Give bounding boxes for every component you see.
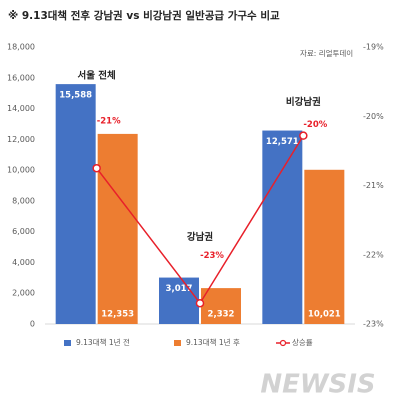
- y-tick-label: 12,000: [7, 135, 35, 144]
- y-tick-label: 4,000: [12, 258, 35, 267]
- y2-tick-label: -22%: [363, 250, 384, 259]
- y2-tick-label: -20%: [363, 112, 384, 121]
- bar: [97, 133, 138, 324]
- legend-swatch: [174, 340, 181, 346]
- y-tick-label: 14,000: [7, 104, 35, 113]
- legend-label: 상승률: [292, 337, 313, 347]
- bar-value-label: 2,332: [208, 310, 235, 320]
- y-tick-label: 8,000: [12, 196, 35, 205]
- y-tick-label: 18,000: [7, 43, 35, 52]
- y2-tick-label: -21%: [363, 181, 384, 190]
- y-tick-label: 10,000: [7, 166, 35, 175]
- bar: [262, 130, 303, 324]
- rate-label: -20%: [303, 120, 327, 130]
- category-label: 비강남권: [286, 96, 321, 108]
- category-label: 강남권: [187, 231, 213, 243]
- bar-value-label: 15,588: [59, 91, 92, 101]
- y-tick-label: 0: [30, 320, 35, 329]
- rate-label: -23%: [200, 251, 224, 261]
- category-label: 서울 전체: [78, 70, 116, 82]
- bar: [159, 277, 199, 324]
- bar-value-label: 3,017: [166, 284, 193, 294]
- y-tick-label: 2,000: [12, 289, 35, 298]
- legend-label: 9.13대책 1년 전: [76, 337, 130, 347]
- rate-label: -21%: [97, 117, 121, 127]
- legend-marker: [279, 339, 287, 347]
- y2-tick-label: -23%: [363, 320, 384, 329]
- source: 자료: 리얼투데이: [300, 48, 353, 58]
- bar-value-label: 12,571: [266, 137, 299, 147]
- legend-swatch: [64, 340, 71, 346]
- chart-title: ※ 9.13대책 전후 강남권 vs 비강남권 일반공급 가구수 비교: [8, 9, 280, 22]
- watermark: NEWSIS: [260, 370, 375, 400]
- y2-tick-label: -19%: [363, 43, 384, 52]
- y-tick-label: 16,000: [7, 73, 35, 82]
- line-marker: [299, 131, 308, 140]
- bar-value-label: 12,353: [101, 310, 134, 320]
- line-marker: [195, 298, 205, 308]
- legend-label: 9.13대책 1년 후: [186, 337, 240, 347]
- bar-value-label: 10,021: [308, 310, 341, 320]
- y-tick-label: 6,000: [12, 227, 35, 236]
- bar: [55, 84, 96, 324]
- line-marker: [92, 163, 101, 173]
- bar: [304, 169, 345, 324]
- bar: [201, 288, 241, 324]
